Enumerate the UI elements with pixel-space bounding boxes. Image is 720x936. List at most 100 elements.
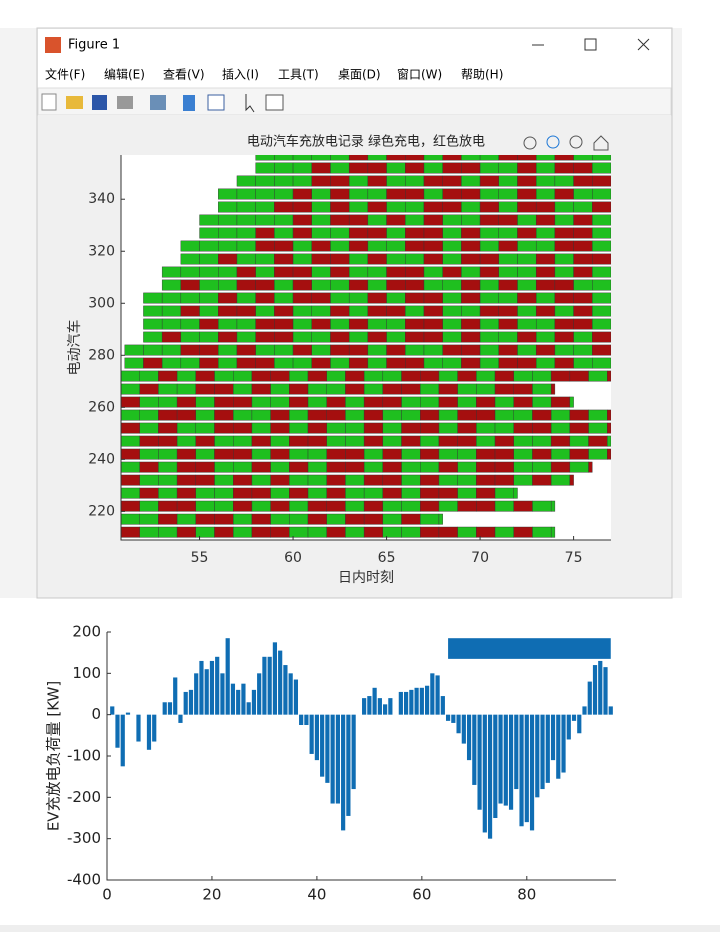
cell: [405, 344, 425, 356]
cell: [498, 305, 518, 317]
cell: [121, 461, 140, 473]
cell: [498, 188, 518, 200]
cell: [367, 279, 387, 291]
cell: [513, 435, 533, 447]
tool-open[interactable]: [66, 96, 83, 109]
cell: [176, 409, 197, 421]
cell: [461, 253, 481, 265]
cell: [438, 487, 458, 499]
cell: [218, 227, 238, 239]
cell: [326, 513, 346, 525]
cell: [139, 526, 159, 538]
maximize-button[interactable]: [584, 38, 597, 51]
bar: [272, 642, 278, 715]
cell: [330, 292, 350, 304]
cell: [573, 253, 593, 265]
cell: [513, 487, 518, 499]
cell: [195, 396, 215, 408]
cell: [330, 253, 350, 265]
cell: [405, 266, 425, 278]
cell: [569, 435, 589, 447]
cell: [274, 175, 294, 187]
cell: [363, 474, 384, 486]
cell: [180, 344, 200, 356]
y-tick-label: 300: [88, 295, 115, 311]
menu-item[interactable]: 窗口(W): [397, 68, 442, 82]
tool-new[interactable]: [41, 93, 57, 111]
close-button[interactable]: [637, 38, 650, 51]
menu-item[interactable]: 工具(T): [278, 68, 319, 82]
cell: [401, 487, 421, 499]
bar: [209, 660, 215, 715]
bar: [535, 714, 540, 798]
cell: [554, 266, 574, 278]
cell: [479, 357, 499, 369]
cell: [532, 500, 552, 512]
cell: [401, 409, 421, 421]
cell: [513, 448, 533, 460]
cell: [139, 474, 159, 486]
cell: [292, 240, 312, 252]
bar: [577, 714, 582, 734]
bar: [330, 714, 335, 804]
cell: [401, 513, 421, 525]
cell: [420, 370, 440, 382]
cell: [461, 305, 481, 317]
cell: [517, 266, 537, 278]
cell: [367, 162, 387, 174]
cell: [405, 162, 425, 174]
cell: [311, 357, 331, 369]
cell: [158, 474, 178, 486]
cell: [405, 292, 425, 304]
cell: [461, 357, 481, 369]
home-tool[interactable]: [593, 135, 609, 151]
cell: [494, 461, 514, 473]
cell: [161, 344, 182, 356]
bar: [257, 673, 262, 715]
cell: [592, 240, 611, 252]
cell: [554, 214, 574, 226]
tool-pointer[interactable]: [245, 94, 255, 113]
tool-link[interactable]: [150, 95, 166, 110]
cell: [554, 227, 574, 239]
menu-item[interactable]: 文件(F): [45, 67, 85, 82]
cell: [438, 500, 458, 512]
cell: [367, 344, 387, 356]
cell: [180, 253, 200, 265]
cell: [330, 344, 350, 356]
cell: [363, 370, 384, 382]
tool-print[interactable]: [117, 96, 133, 109]
cell: [532, 409, 552, 421]
pan-tool[interactable]: [523, 136, 537, 150]
cell: [255, 201, 275, 213]
cell: [176, 396, 197, 408]
bar: [299, 714, 304, 725]
menu-item[interactable]: 帮助(H): [461, 68, 503, 82]
tool-inspector[interactable]: [265, 94, 284, 111]
bar: [461, 714, 466, 744]
zoom-in-tool[interactable]: [546, 135, 560, 149]
tool-colorbar[interactable]: [183, 95, 195, 111]
tool-save[interactable]: [92, 95, 107, 110]
cell: [386, 188, 406, 200]
menu-item[interactable]: 编辑(E): [104, 67, 145, 82]
cell: [592, 214, 611, 226]
cell: [345, 526, 365, 538]
cell: [479, 201, 499, 213]
cell: [233, 409, 253, 421]
bar: [571, 714, 577, 721]
tool-legend[interactable]: [207, 94, 225, 111]
cell: [139, 409, 159, 421]
cell: [289, 500, 309, 512]
menu-item[interactable]: 桌面(D): [338, 68, 381, 82]
cell: [348, 201, 369, 213]
cell: [274, 227, 294, 239]
zoom-out-tool[interactable]: [569, 135, 583, 149]
y-tick-label: 240: [88, 451, 115, 467]
cell: [199, 357, 219, 369]
cell: [161, 318, 182, 330]
cell: [476, 487, 496, 499]
cell: [274, 292, 294, 304]
menu-item[interactable]: 查看(V): [163, 68, 205, 82]
menu-item[interactable]: 插入(I): [222, 68, 259, 82]
